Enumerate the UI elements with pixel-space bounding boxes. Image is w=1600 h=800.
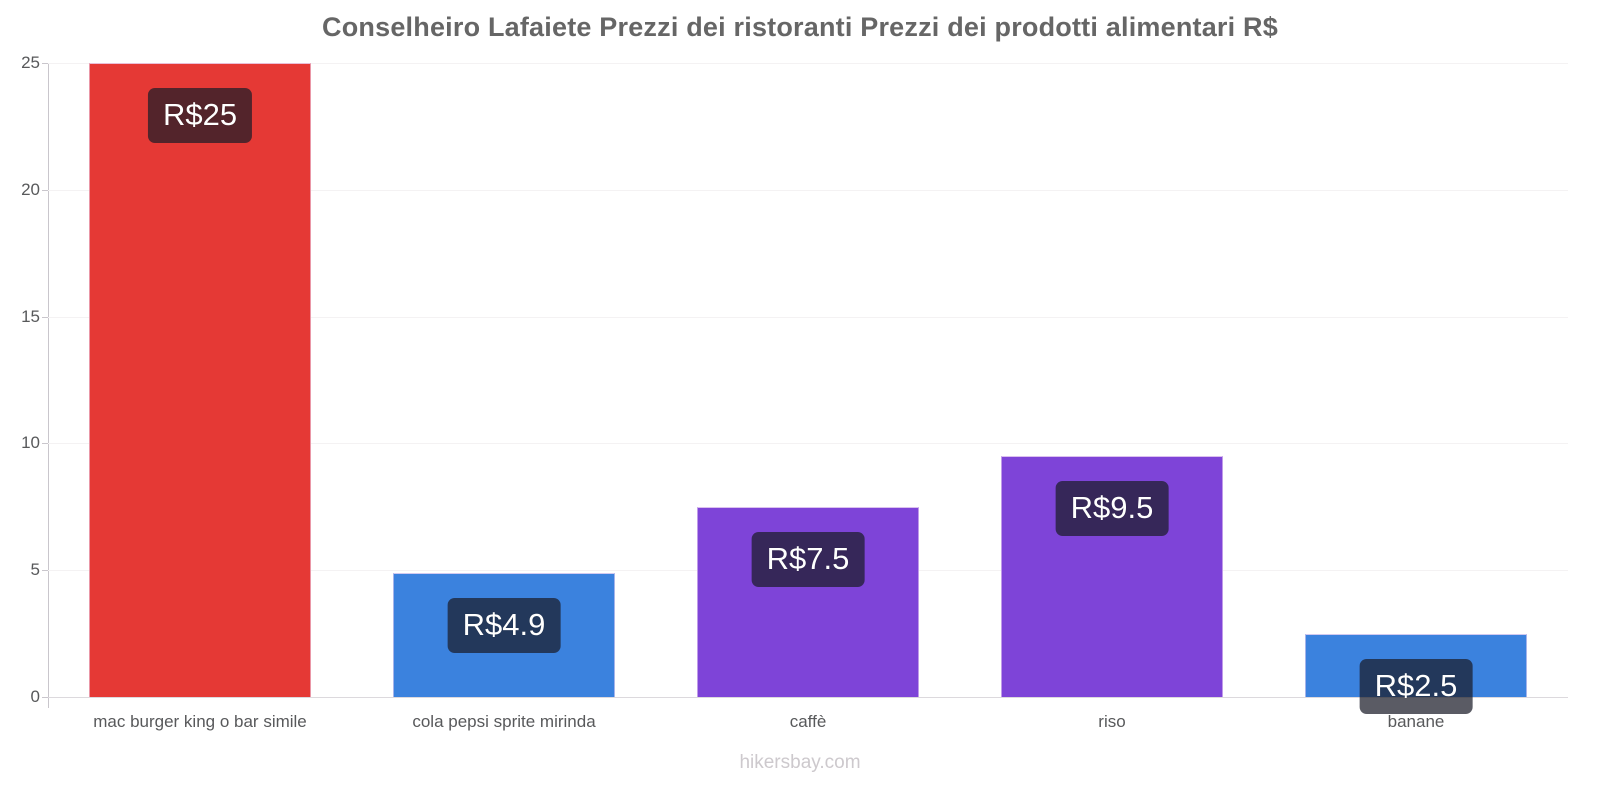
x-axis-tick-label: cola pepsi sprite mirinda bbox=[412, 712, 596, 731]
gridline bbox=[48, 443, 1568, 445]
gridline bbox=[48, 316, 1568, 318]
x-axis-tick-label: banane bbox=[1387, 712, 1445, 731]
gridline bbox=[48, 63, 1568, 64]
footer-watermark: hikersbay.com bbox=[739, 752, 861, 773]
y-axis-tick-mark bbox=[42, 443, 48, 445]
x-axis-tick-label: caffè bbox=[789, 712, 827, 731]
bar[interactable] bbox=[89, 63, 311, 697]
bar-value-label: R$2.5 bbox=[1359, 658, 1473, 714]
bar-value-label: R$9.5 bbox=[1055, 481, 1169, 537]
y-axis-line bbox=[48, 63, 49, 708]
page-title: Conselheiro Lafaiete Prezzi dei ristoran… bbox=[322, 12, 1278, 42]
y-axis-tick-label: 25 bbox=[21, 53, 40, 72]
bar-fill bbox=[89, 63, 311, 697]
bar-value-label: R$4.9 bbox=[447, 597, 561, 653]
bar-value-label: R$7.5 bbox=[751, 531, 865, 587]
gridline bbox=[48, 189, 1568, 191]
bar-value-label: R$25 bbox=[147, 88, 253, 143]
y-axis-tick-mark bbox=[42, 697, 48, 698]
plot-area bbox=[48, 63, 1568, 698]
x-axis-tick-label: mac burger king o bar simile bbox=[93, 712, 307, 731]
y-axis-tick-label: 20 bbox=[21, 179, 40, 199]
y-axis-tick-label: 5 bbox=[30, 560, 40, 580]
y-axis-tick-mark bbox=[42, 63, 48, 64]
y-axis-tick-mark bbox=[42, 189, 48, 191]
y-axis-tick-label: 10 bbox=[21, 433, 40, 453]
x-axis-line bbox=[48, 697, 1568, 698]
y-axis-tick-mark bbox=[42, 570, 48, 572]
y-axis-tick-label: 0 bbox=[30, 687, 40, 706]
x-axis-tick-label: riso bbox=[1098, 712, 1126, 731]
y-axis-tick-mark bbox=[42, 316, 48, 318]
y-axis-tick-label: 15 bbox=[21, 306, 40, 326]
